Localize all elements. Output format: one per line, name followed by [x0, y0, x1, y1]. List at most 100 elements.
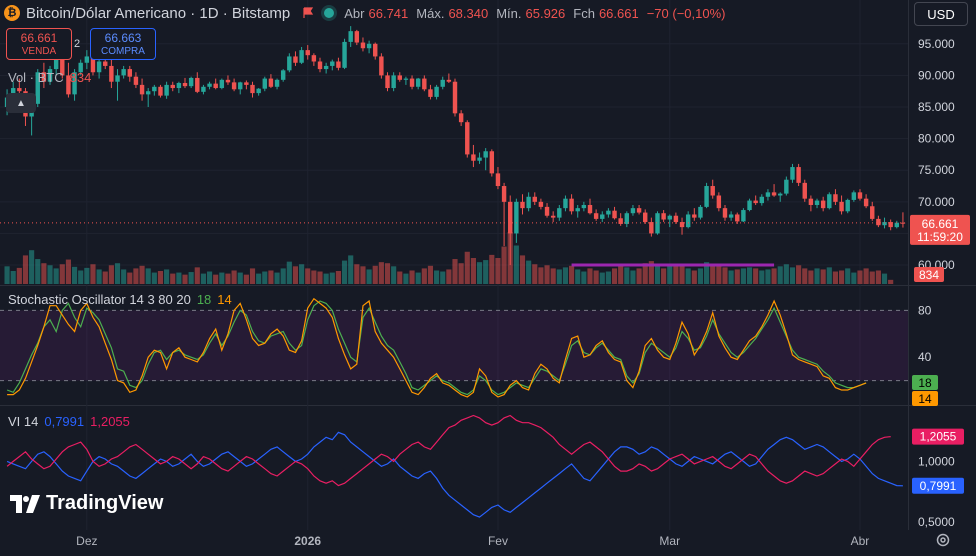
candle-body — [673, 215, 679, 223]
candle-body — [188, 77, 194, 87]
candle — [323, 62, 329, 74]
stoch-d-tag-label: 14 — [918, 392, 932, 406]
candle — [397, 72, 402, 82]
candle — [415, 77, 421, 90]
volume-bar — [200, 273, 206, 284]
volume-bar — [237, 272, 243, 284]
volume-bar — [691, 270, 697, 284]
candle — [305, 45, 310, 60]
settings-icon[interactable] — [935, 532, 951, 548]
candle — [127, 65, 132, 82]
candle-body — [72, 72, 77, 95]
symbol-title[interactable]: Bitcoin/Dólar Americano · 1D · Bitstamp — [26, 4, 291, 22]
volume-bar — [728, 270, 734, 284]
candle — [446, 73, 452, 83]
volume-bar — [857, 270, 863, 284]
currency-selector[interactable]: USD — [914, 2, 968, 26]
volume-bar — [550, 268, 556, 284]
candle — [894, 220, 900, 229]
candle-body — [182, 82, 188, 87]
volume-bar — [90, 264, 96, 284]
candle-body — [655, 213, 660, 234]
candle — [636, 204, 642, 215]
candle — [35, 69, 40, 108]
vi-axis-label: 1,0000 — [918, 454, 955, 468]
volume-bar — [446, 269, 452, 284]
candle-body — [109, 65, 114, 82]
time-axis-label: Fev — [488, 534, 508, 548]
candle-body — [127, 69, 132, 77]
candle — [145, 88, 151, 108]
sell-button[interactable]: 66.661 VENDA — [6, 28, 72, 60]
candle-body — [158, 86, 163, 96]
volume-bar — [661, 268, 667, 284]
volume-legend-label: Vol · BTC — [8, 70, 64, 85]
candle — [796, 163, 801, 187]
vi-plus-line — [6, 431, 903, 518]
candle — [870, 201, 875, 221]
collapse-legend-icon[interactable]: ▲ — [6, 93, 36, 113]
volume-bar — [133, 268, 139, 284]
candle-body — [882, 222, 887, 226]
market-open-icon — [324, 8, 335, 18]
volume-bar — [421, 268, 427, 284]
stoch-band-fill — [0, 310, 908, 381]
candle — [765, 189, 771, 201]
candle-body — [575, 208, 580, 212]
volume-bar — [127, 272, 133, 284]
volume-bar — [206, 271, 213, 284]
candle-body — [753, 200, 758, 204]
candle-body — [600, 214, 605, 219]
volume-bar — [654, 265, 661, 284]
buy-button[interactable]: 66.663 COMPRA — [90, 28, 156, 60]
vi-legend[interactable]: VI 14 0,7991 1,2055 — [8, 414, 130, 429]
candle-body — [139, 84, 145, 95]
volume-bar — [501, 246, 507, 284]
candle — [342, 38, 347, 70]
candle — [78, 59, 83, 76]
volume-bar — [667, 266, 673, 284]
candle — [477, 152, 482, 164]
open-label: Abr — [344, 5, 365, 21]
close-value: 66.661 — [598, 5, 639, 21]
candle — [876, 215, 881, 228]
candle-body — [649, 222, 654, 234]
candle-body — [121, 69, 126, 76]
vi-legend-label: VI 14 — [8, 414, 39, 429]
candle-body — [581, 204, 587, 209]
candle-body — [845, 199, 850, 212]
volume-bar — [96, 269, 102, 284]
volume-bar — [434, 270, 440, 284]
candle-body — [876, 218, 881, 226]
candle — [287, 53, 292, 73]
volume-bar — [710, 266, 716, 284]
candle-body — [722, 208, 728, 218]
candle — [673, 212, 679, 224]
candle-body — [501, 186, 507, 202]
candle — [747, 198, 752, 212]
stoch-legend[interactable]: Stochastic Oscillator 14 3 80 20 18 14 — [8, 292, 232, 307]
candle-body — [250, 84, 255, 94]
volume-bar — [814, 268, 820, 284]
volume-bar — [323, 273, 329, 284]
volume-bar — [722, 267, 728, 284]
volume-bar — [740, 268, 746, 284]
candle — [483, 148, 488, 171]
volume-bar — [759, 270, 765, 284]
candle — [827, 192, 832, 210]
candle — [741, 208, 746, 223]
volume-legend[interactable]: Vol · BTC 834 — [8, 70, 91, 85]
candle — [649, 217, 654, 237]
candle — [458, 110, 464, 126]
candle-body — [808, 198, 814, 205]
candle-body — [35, 72, 40, 104]
candle — [182, 77, 188, 89]
tradingview-logo[interactable]: TradingView — [10, 492, 163, 515]
candle — [274, 78, 280, 90]
flag-icon[interactable] — [302, 7, 314, 19]
candle — [379, 53, 384, 79]
candle — [41, 62, 47, 89]
candle-body — [274, 79, 280, 87]
volume-bar — [188, 272, 194, 284]
